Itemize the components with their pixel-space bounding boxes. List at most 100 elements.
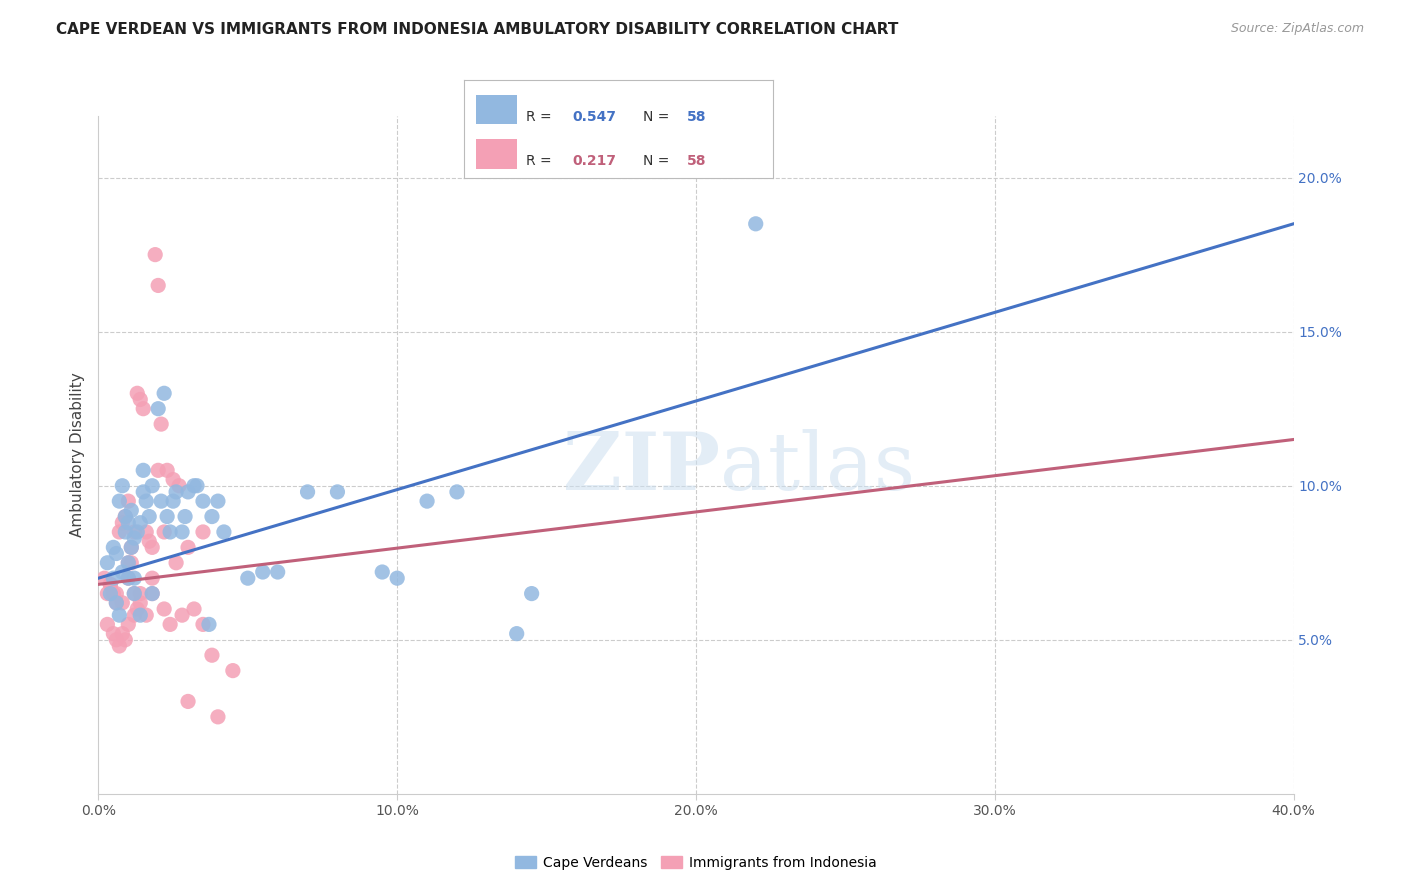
Text: 0.217: 0.217 xyxy=(572,153,616,168)
Point xyxy=(141,479,163,493)
Text: 58: 58 xyxy=(686,110,706,124)
Point xyxy=(148,401,170,416)
Point xyxy=(520,586,543,600)
Point xyxy=(172,524,194,539)
Point xyxy=(267,565,290,579)
Text: 0.547: 0.547 xyxy=(572,110,616,124)
Point xyxy=(105,596,128,610)
Point xyxy=(108,639,131,653)
Bar xyxy=(477,139,516,169)
Point xyxy=(222,664,245,678)
Point xyxy=(127,602,149,616)
Text: 58: 58 xyxy=(686,153,706,168)
Point xyxy=(120,503,142,517)
Text: atlas: atlas xyxy=(720,429,915,508)
Text: N =: N = xyxy=(644,153,673,168)
Point xyxy=(371,565,394,579)
Point xyxy=(129,586,152,600)
Point xyxy=(127,524,149,539)
Point xyxy=(135,494,157,508)
Point xyxy=(177,484,200,499)
Point xyxy=(191,617,214,632)
Point xyxy=(103,571,125,585)
Point xyxy=(124,586,146,600)
Point xyxy=(114,509,136,524)
Point xyxy=(108,608,131,623)
Point xyxy=(385,571,409,585)
Point xyxy=(117,556,139,570)
Point xyxy=(120,541,142,555)
Point xyxy=(129,596,152,610)
Point xyxy=(111,626,134,640)
Point xyxy=(191,524,214,539)
Point xyxy=(117,556,139,570)
Point xyxy=(148,463,170,477)
Point xyxy=(124,524,146,539)
Point xyxy=(150,417,173,431)
Point xyxy=(96,556,118,570)
Point xyxy=(148,278,170,293)
Point xyxy=(138,534,160,549)
Point xyxy=(117,516,139,530)
Point xyxy=(124,531,146,545)
Point xyxy=(165,556,187,570)
Point xyxy=(159,524,181,539)
Point xyxy=(416,494,439,508)
Point xyxy=(252,565,274,579)
Point xyxy=(105,632,128,647)
Point xyxy=(143,247,166,261)
Y-axis label: Ambulatory Disability: Ambulatory Disability xyxy=(70,373,86,537)
Point xyxy=(141,541,163,555)
Point xyxy=(93,571,115,585)
Point xyxy=(103,626,125,640)
Point xyxy=(167,479,190,493)
Point xyxy=(446,484,468,499)
Point xyxy=(153,602,176,616)
Point xyxy=(114,509,136,524)
Point xyxy=(111,565,134,579)
Point xyxy=(162,473,184,487)
Point xyxy=(120,556,142,570)
Legend: Cape Verdeans, Immigrants from Indonesia: Cape Verdeans, Immigrants from Indonesia xyxy=(509,850,883,875)
Point xyxy=(183,602,205,616)
Point xyxy=(135,524,157,539)
Point xyxy=(117,494,139,508)
Point xyxy=(129,392,152,407)
Point xyxy=(117,571,139,585)
Point xyxy=(141,586,163,600)
Point xyxy=(114,524,136,539)
Point xyxy=(159,617,181,632)
Point xyxy=(297,484,319,499)
Point xyxy=(165,484,187,499)
Point xyxy=(124,586,146,600)
Point xyxy=(111,479,134,493)
Point xyxy=(506,626,529,640)
Point xyxy=(156,509,179,524)
Point xyxy=(132,484,155,499)
Point xyxy=(111,596,134,610)
Point xyxy=(745,217,768,231)
Point xyxy=(174,509,197,524)
Point xyxy=(141,571,163,585)
Point xyxy=(117,617,139,632)
Point xyxy=(212,524,235,539)
Point xyxy=(153,524,176,539)
Point xyxy=(326,484,349,499)
Point xyxy=(111,516,134,530)
Point xyxy=(153,386,176,401)
Point xyxy=(207,710,229,724)
Point xyxy=(201,648,224,663)
Point xyxy=(100,577,122,591)
Text: N =: N = xyxy=(644,110,673,124)
Point xyxy=(201,509,224,524)
Point xyxy=(172,608,194,623)
Text: ZIP: ZIP xyxy=(562,429,720,508)
Point xyxy=(150,494,173,508)
Point xyxy=(120,541,142,555)
Point xyxy=(105,547,128,561)
Point xyxy=(129,516,152,530)
Point xyxy=(108,524,131,539)
Point xyxy=(124,608,146,623)
Text: R =: R = xyxy=(526,153,555,168)
Point xyxy=(100,577,122,591)
